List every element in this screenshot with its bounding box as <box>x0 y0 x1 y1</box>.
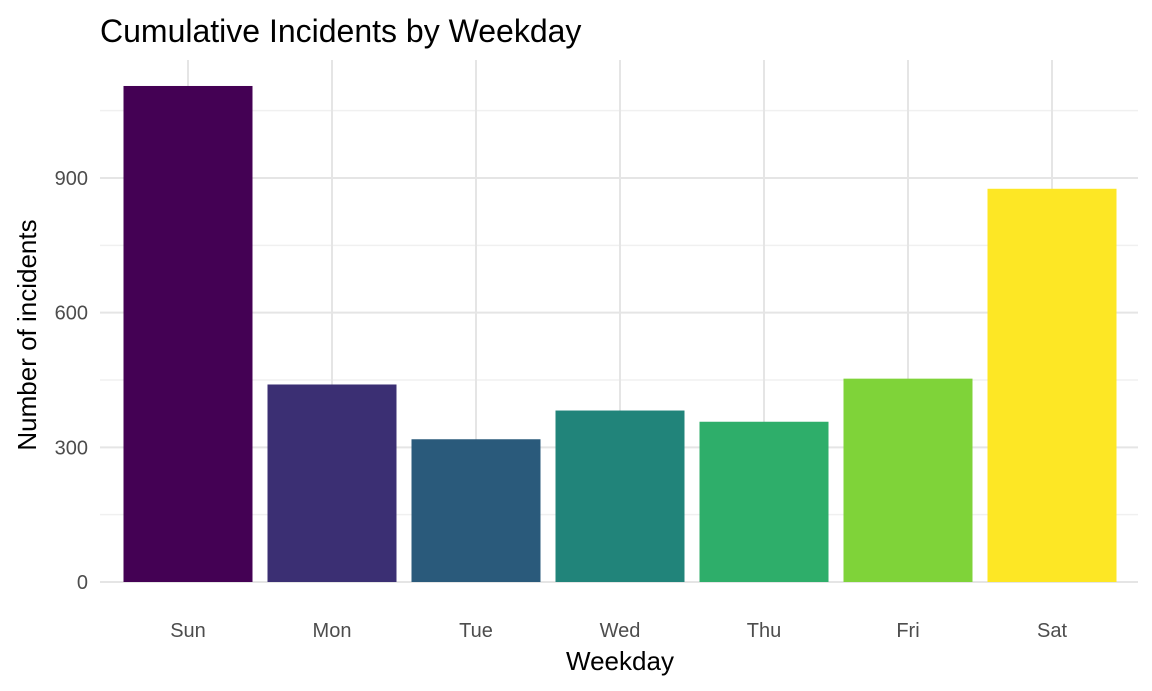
bar-tue <box>411 439 541 582</box>
x-tick-label: Tue <box>459 620 493 642</box>
y-axis-title: Number of incidents <box>12 219 42 450</box>
x-tick-label: Mon <box>313 620 352 642</box>
y-tick-label: 300 <box>55 437 88 459</box>
x-tick-label: Thu <box>747 620 781 642</box>
x-tick-label: Wed <box>600 620 641 642</box>
bar-sat <box>987 188 1117 583</box>
x-axis-title: Weekday <box>566 646 674 676</box>
bar-thu <box>699 421 829 582</box>
x-tick-labels: Sun Mon Tue Wed Thu Fri Sat <box>170 620 1067 642</box>
y-tick-labels: 0 300 600 900 <box>55 168 88 594</box>
y-tick-label: 600 <box>55 303 88 325</box>
bar-mon <box>267 384 397 582</box>
chart-title: Cumulative Incidents by Weekday <box>100 13 581 49</box>
bar-wed <box>555 410 685 582</box>
x-tick-label: Sat <box>1037 620 1067 642</box>
x-tick-label: Fri <box>896 620 919 642</box>
y-tick-label: 0 <box>77 572 88 594</box>
bar-fri <box>843 378 973 582</box>
x-tick-label: Sun <box>170 620 206 642</box>
bars <box>123 85 1117 583</box>
bar-sun <box>123 85 253 582</box>
y-tick-label: 900 <box>55 168 88 190</box>
